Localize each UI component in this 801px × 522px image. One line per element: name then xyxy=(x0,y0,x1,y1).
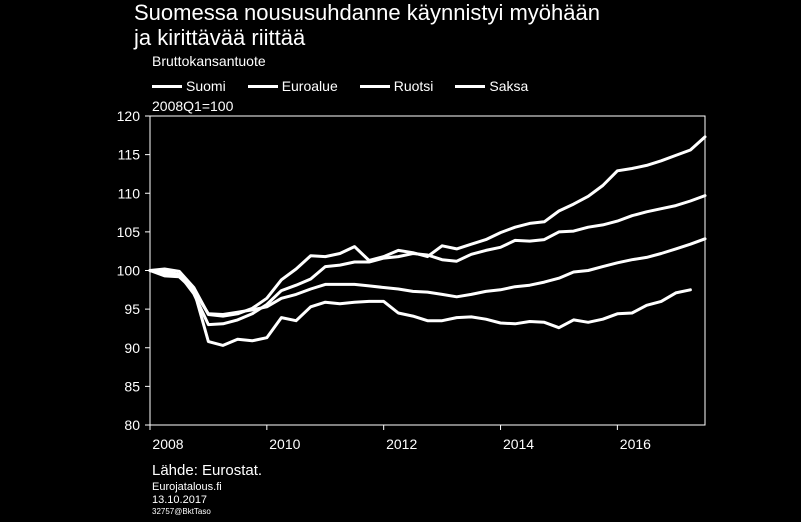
index-note: 2008Q1=100 xyxy=(152,98,234,114)
plot-frame xyxy=(149,115,706,426)
x-tick-label: 2012 xyxy=(386,436,417,452)
legend-swatch xyxy=(152,84,182,88)
y-axis: 80 85 90 95 100 105 110 115 120 xyxy=(117,108,150,433)
y-tick-label: 120 xyxy=(117,108,141,124)
legend-swatch xyxy=(359,84,390,88)
x-tick-label: 2016 xyxy=(620,436,651,452)
legend-swatch xyxy=(247,84,278,88)
source-note: Lähde: Eurostat. xyxy=(152,462,263,479)
series-line-suomi xyxy=(148,269,692,347)
chart-legend: Suomi Euroalue Ruotsi Saksa xyxy=(152,78,550,94)
legend-label: Suomi xyxy=(186,78,226,94)
chart-code: 32757@BktTaso xyxy=(152,507,211,516)
chart-title: Suomessa noususuhdanne käynnistyi myöhää… xyxy=(134,0,600,50)
y-tick-label: 85 xyxy=(124,378,140,394)
legend-label: Euroalue xyxy=(281,78,338,94)
legend-item-saksa: Saksa xyxy=(455,78,528,94)
site-name: Eurojatalous.fi xyxy=(152,481,222,493)
y-tick-label: 90 xyxy=(124,340,140,356)
y-tick-label: 105 xyxy=(117,224,141,240)
legend-item-suomi: Suomi xyxy=(152,78,226,94)
x-tick-label: 2010 xyxy=(269,436,300,452)
x-tick-label: 2014 xyxy=(503,436,534,452)
chart-title-line-1: Suomessa noususuhdanne käynnistyi myöhää… xyxy=(134,0,600,25)
chart-subtitle: Bruttokansantuote xyxy=(152,53,266,69)
series-line-ruotsi xyxy=(148,194,707,327)
x-axis: 2008 2010 2012 2014 2016 xyxy=(149,425,651,452)
legend-label: Saksa xyxy=(489,78,529,94)
legend-label: Ruotsi xyxy=(393,78,434,94)
publish-date: 13.10.2017 xyxy=(152,494,208,506)
series-lines xyxy=(148,135,707,347)
y-tick-label: 115 xyxy=(118,147,141,163)
legend-item-euroalue: Euroalue xyxy=(247,78,338,94)
series-line-saksa xyxy=(148,135,707,318)
y-tick-label: 100 xyxy=(117,263,141,279)
legend-item-ruotsi: Ruotsi xyxy=(359,78,434,94)
y-tick-label: 95 xyxy=(124,301,140,317)
chart-title-line-2: ja kirittävää riittää xyxy=(134,25,306,50)
y-tick-label: 110 xyxy=(118,185,141,201)
legend-swatch xyxy=(455,84,486,88)
series-line-euroalue xyxy=(148,237,707,316)
x-tick-label: 2008 xyxy=(152,436,183,452)
y-tick-label: 80 xyxy=(124,417,140,433)
